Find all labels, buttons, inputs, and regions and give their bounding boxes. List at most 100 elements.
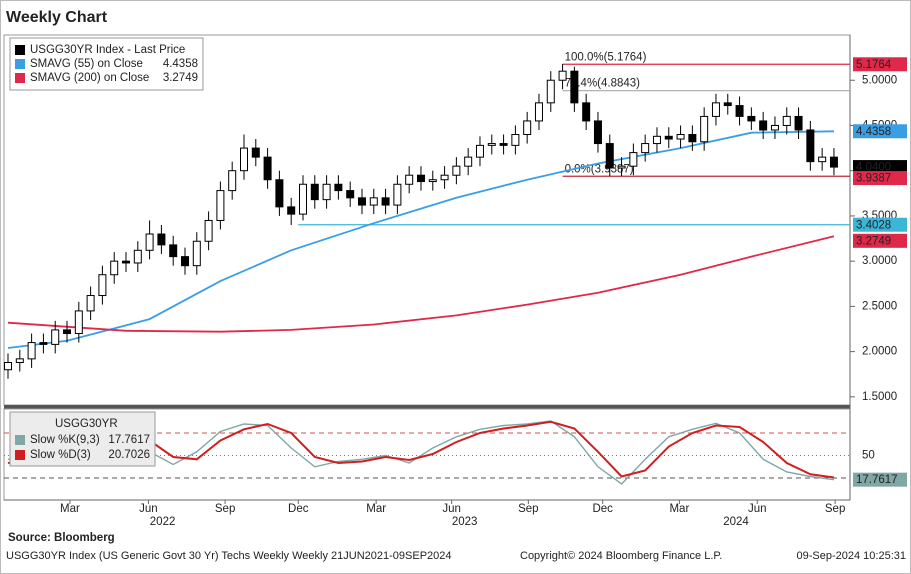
legend-label: USGG30YR Index - Last Price	[30, 44, 185, 56]
candle-body	[416, 174, 425, 183]
candle-body	[228, 170, 237, 192]
candle-body	[98, 274, 107, 297]
x-tick-label: Mar	[669, 503, 689, 515]
legend-value: 4.4358	[163, 58, 198, 70]
candle-body	[534, 102, 543, 122]
candle-body	[263, 156, 272, 181]
candle-body	[723, 102, 732, 107]
candle-body	[770, 124, 779, 131]
year-label: 2024	[723, 516, 749, 528]
candle-body	[334, 183, 343, 192]
level-label: 76.4%(4.8843)	[565, 78, 641, 90]
candle-body	[381, 197, 390, 206]
candle-body	[829, 156, 838, 168]
candle-body	[169, 244, 178, 258]
candle-body	[546, 79, 555, 104]
y-tick-label: 1.5000	[862, 391, 897, 403]
level-label: 100.0%(5.1764)	[565, 51, 647, 63]
candle-body	[487, 143, 496, 146]
candle-body	[393, 183, 402, 206]
candle-body	[298, 183, 307, 215]
candle-body	[122, 260, 131, 264]
level-value: 3.4028	[856, 219, 891, 231]
year-label: 2022	[150, 516, 176, 528]
candle-body	[145, 233, 154, 251]
x-tick-label: Dec	[288, 503, 309, 515]
candle-body	[192, 240, 201, 267]
candle-body	[711, 102, 720, 117]
candle-body	[475, 144, 484, 158]
candle-body	[405, 174, 414, 185]
x-tick-label: Mar	[366, 503, 386, 515]
stoch-value: 17.7617	[856, 474, 898, 486]
candle-body	[641, 143, 650, 154]
sma-value: 4.4358	[856, 126, 891, 138]
candle-body	[322, 183, 331, 201]
legend-swatch	[15, 59, 25, 69]
sma-value: 3.2749	[856, 235, 891, 247]
candle-body	[63, 329, 72, 335]
sma-value-box	[853, 124, 907, 139]
candle-body	[499, 143, 508, 146]
candle-body	[346, 190, 355, 199]
candle-body	[310, 183, 319, 201]
y-tick-label: 3.0000	[862, 255, 897, 267]
source: Source: Bloomberg	[8, 532, 115, 544]
candle-body	[204, 219, 213, 242]
year-label: 2023	[452, 516, 478, 528]
sma-value-box	[853, 233, 907, 248]
legend-value: 20.7026	[108, 449, 150, 461]
level-value: 3.9387	[856, 173, 891, 185]
candle-body	[39, 342, 48, 345]
legend	[9, 37, 204, 91]
legend	[9, 411, 156, 467]
candle-body	[4, 361, 13, 371]
x-tick-label: Jun	[139, 503, 158, 515]
x-tick-label: Sep	[518, 503, 538, 515]
candle-body	[652, 135, 661, 145]
x-tick-label: Sep	[825, 503, 845, 515]
level-value-box	[853, 217, 907, 232]
legend-swatch	[15, 450, 25, 460]
candle-body	[369, 197, 378, 206]
x-tick-label: Mar	[60, 503, 80, 515]
candle-body	[440, 174, 449, 181]
legend-label: Slow %K(9,3)	[30, 434, 100, 446]
legend-label: SMAVG (55) on Close	[30, 58, 143, 70]
legend-value: 3.2749	[163, 72, 198, 84]
candle-body	[275, 179, 284, 208]
y-tick-label: 2.5000	[862, 300, 897, 312]
x-tick-label: Dec	[592, 503, 613, 515]
legend-title: USGG30YR	[55, 418, 118, 430]
y-tick-label: 5.0000	[862, 74, 897, 86]
candle-body	[86, 295, 95, 312]
legend-swatch	[15, 435, 25, 445]
candle-body	[51, 329, 60, 345]
candle-body	[357, 197, 366, 206]
legend-label: Slow %D(3)	[30, 449, 91, 461]
candle-body	[676, 134, 685, 140]
candle-body	[806, 129, 815, 163]
candle-body	[747, 115, 756, 122]
candle-body	[605, 143, 614, 169]
level-value: 5.1764	[856, 59, 892, 71]
candle-body	[180, 256, 189, 267]
legend-swatch	[15, 73, 25, 83]
stoch-value-box	[853, 472, 907, 487]
legend-value: 17.7617	[108, 434, 150, 446]
candle-body	[523, 120, 532, 136]
footer-description: USGG30YR Index (US Generic Govt 30 Yr) T…	[6, 550, 452, 562]
candle-body	[251, 147, 260, 158]
x-tick-label: Sep	[215, 503, 235, 515]
candle-body	[157, 233, 166, 246]
panel-divider	[4, 405, 850, 409]
candle-body	[735, 105, 744, 117]
candle-body	[287, 206, 296, 215]
candle-body	[464, 156, 473, 167]
candle-body	[688, 134, 697, 143]
candle-body	[782, 115, 791, 126]
x-tick-label: Jun	[442, 503, 461, 515]
candle-body	[759, 120, 768, 131]
candle-body	[74, 310, 83, 335]
sma-line	[7, 235, 835, 333]
